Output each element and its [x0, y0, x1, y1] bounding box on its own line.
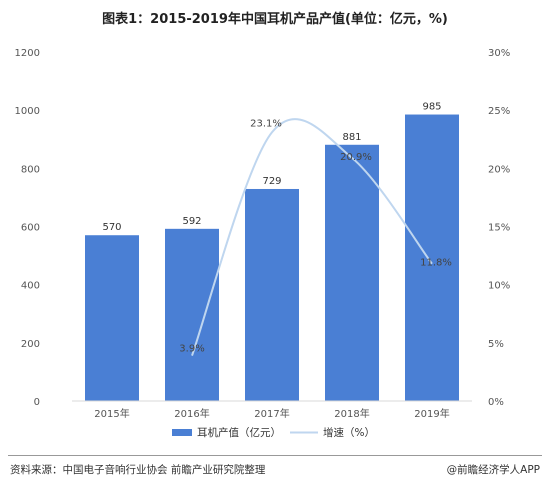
y-left-tick-label: 400 — [21, 281, 40, 292]
bar-series: 570 592 729 881 985 — [85, 102, 459, 402]
x-tick-label: 2019年 — [414, 407, 449, 420]
bar-value-label: 570 — [102, 222, 121, 233]
legend-bar-label: 耳机产值（亿元） — [197, 426, 281, 439]
bar — [85, 235, 139, 401]
growth-line — [191, 118, 433, 356]
x-tick-label: 2017年 — [254, 407, 289, 420]
y-left-tick-label: 200 — [21, 339, 40, 350]
bar-value-label: 881 — [342, 132, 361, 143]
bar-value-label: 729 — [262, 176, 281, 187]
bar — [325, 144, 379, 402]
chart: 0 200 400 600 800 1000 1200 0% 5% 10% 15% 20% 25% 30… — [15, 48, 511, 439]
right-axis: 0% 5% 10% 15% 20% 25% 30% — [488, 48, 510, 408]
y-right-tick-label: 15% — [488, 223, 510, 234]
y-right-tick-label: 5% — [488, 339, 504, 350]
line-value-label: 11.8% — [420, 258, 452, 269]
x-axis: 2015年 2016年 2017年 2018年 2019年 — [72, 400, 472, 420]
y-right-tick-label: 25% — [488, 106, 510, 117]
y-right-tick-label: 10% — [488, 281, 510, 292]
legend: 耳机产值（亿元） 增速（%） — [172, 426, 375, 439]
legend-line-label: 增速（%） — [323, 426, 375, 439]
legend-bar-swatch — [172, 429, 192, 436]
line-value-label: 3.9% — [179, 344, 204, 355]
bar — [405, 114, 459, 401]
y-right-tick-label: 30% — [488, 48, 510, 59]
y-right-tick-label: 0% — [488, 397, 504, 408]
y-left-tick-label: 600 — [21, 223, 40, 234]
x-tick-label: 2016年 — [174, 407, 209, 420]
y-left-tick-label: 1000 — [15, 106, 40, 117]
chart-title: 图表1：2015-2019年中国耳机产品产值(单位：亿元，%) — [102, 12, 448, 27]
line-value-label: 23.1% — [250, 118, 282, 129]
y-left-tick-label: 1200 — [15, 48, 40, 59]
left-axis: 0 200 400 600 800 1000 1200 — [15, 48, 40, 408]
line-value-label: 20.9% — [340, 152, 372, 163]
bar — [165, 228, 219, 401]
footer-divider — [8, 455, 542, 456]
y-right-tick-label: 20% — [488, 164, 510, 175]
bar-value-label: 592 — [182, 216, 201, 227]
x-tick-label: 2015年 — [94, 407, 129, 420]
bar-value-label: 985 — [422, 102, 441, 113]
line-series: 3.9% 23.1% 20.9% 11.8% — [179, 118, 452, 356]
credit-note: @前瞻经济学人APP — [446, 464, 540, 476]
x-tick-label: 2018年 — [334, 407, 369, 420]
y-left-tick-label: 800 — [21, 164, 40, 175]
source-note: 资料来源：中国电子音响行业协会 前瞻产业研究院整理 — [10, 464, 266, 476]
bar — [245, 188, 299, 401]
y-left-tick-label: 0 — [34, 397, 40, 408]
